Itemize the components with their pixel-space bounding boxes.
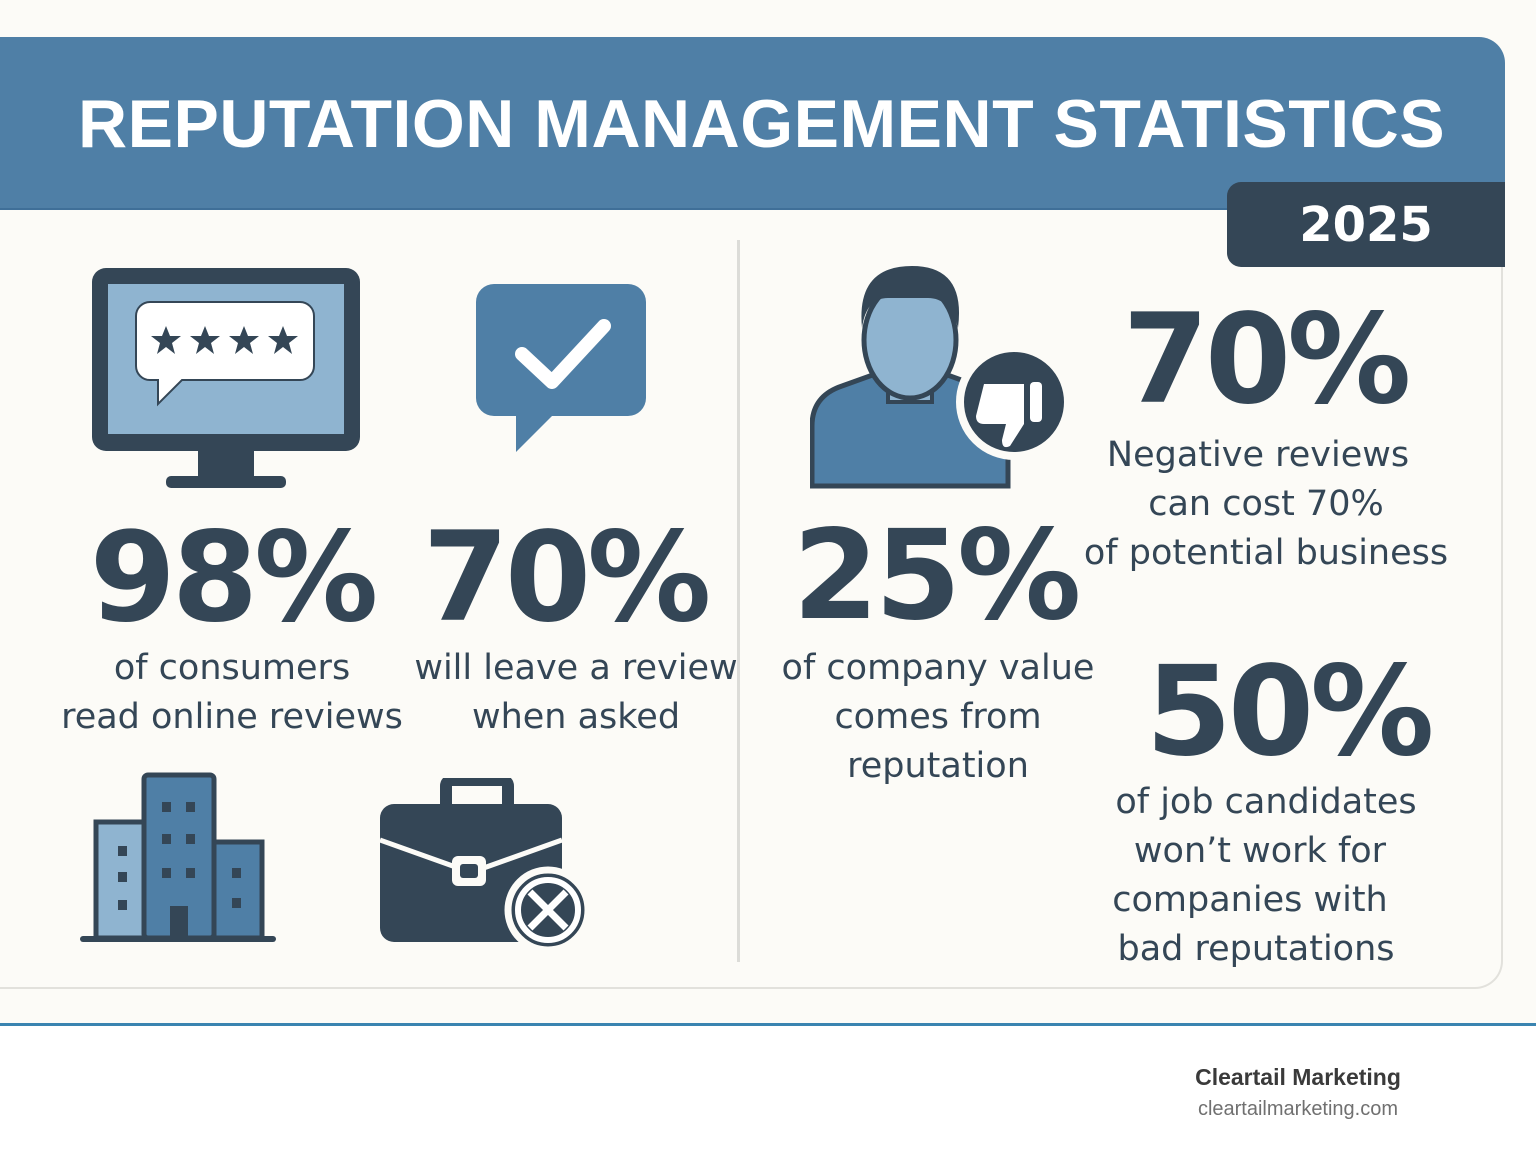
briefcase-x-icon: [380, 778, 592, 954]
stat-value-leave-review: 70%: [422, 506, 712, 650]
office-buildings-icon: [80, 772, 276, 942]
footer-url[interactable]: cleartailmarketing.com: [1197, 1098, 1399, 1120]
stat-desc-job-candidates: of job candidates won’t work for compani…: [1056, 778, 1456, 974]
desc-line: can cost 70%: [1148, 484, 1384, 524]
desc-line: of company value: [781, 648, 1095, 688]
person-thumbs-down-icon: [810, 266, 1070, 489]
footer-brand: Cleartail Marketing: [1195, 1064, 1401, 1090]
desc-line: when asked: [471, 697, 681, 737]
stat-desc-company-value: of company value comes from reputation: [738, 644, 1138, 791]
stat-desc-negative-reviews: Negative reviews can cost 70% of potenti…: [1066, 431, 1466, 578]
stat-value-negative-reviews: 70%: [1122, 288, 1412, 432]
page-title: REPUTATION MANAGEMENT STATISTICS: [78, 86, 1446, 162]
desc-line: of potential business: [1083, 533, 1449, 573]
monitor-review-stars-icon: [92, 268, 360, 488]
desc-line: bad reputations: [1117, 929, 1395, 969]
desc-line: of job candidates: [1115, 782, 1417, 822]
stat-value-company-value: 25%: [792, 504, 1082, 648]
desc-line: of consumers: [113, 648, 351, 688]
desc-line: reputation: [847, 746, 1029, 786]
desc-line: companies with: [1112, 880, 1388, 920]
desc-line: will leave a review: [414, 648, 738, 688]
stat-desc-consumers-read-reviews: of consumers read online reviews: [32, 644, 432, 742]
desc-line: read online reviews: [61, 697, 403, 737]
stat-value-job-candidates: 50%: [1145, 640, 1435, 784]
desc-line: Negative reviews: [1106, 435, 1410, 475]
stat-value-consumers-read-reviews: 98%: [89, 506, 379, 650]
desc-line: comes from: [834, 697, 1042, 737]
desc-line: won’t work for: [1133, 831, 1387, 871]
column-divider: [737, 240, 740, 962]
stat-desc-leave-review: will leave a review when asked: [376, 644, 776, 742]
header-banner: [0, 37, 1505, 210]
chat-checkmark-icon: [476, 284, 646, 452]
footer-rule: [0, 1023, 1536, 1026]
year-badge: 2025: [1227, 182, 1505, 267]
